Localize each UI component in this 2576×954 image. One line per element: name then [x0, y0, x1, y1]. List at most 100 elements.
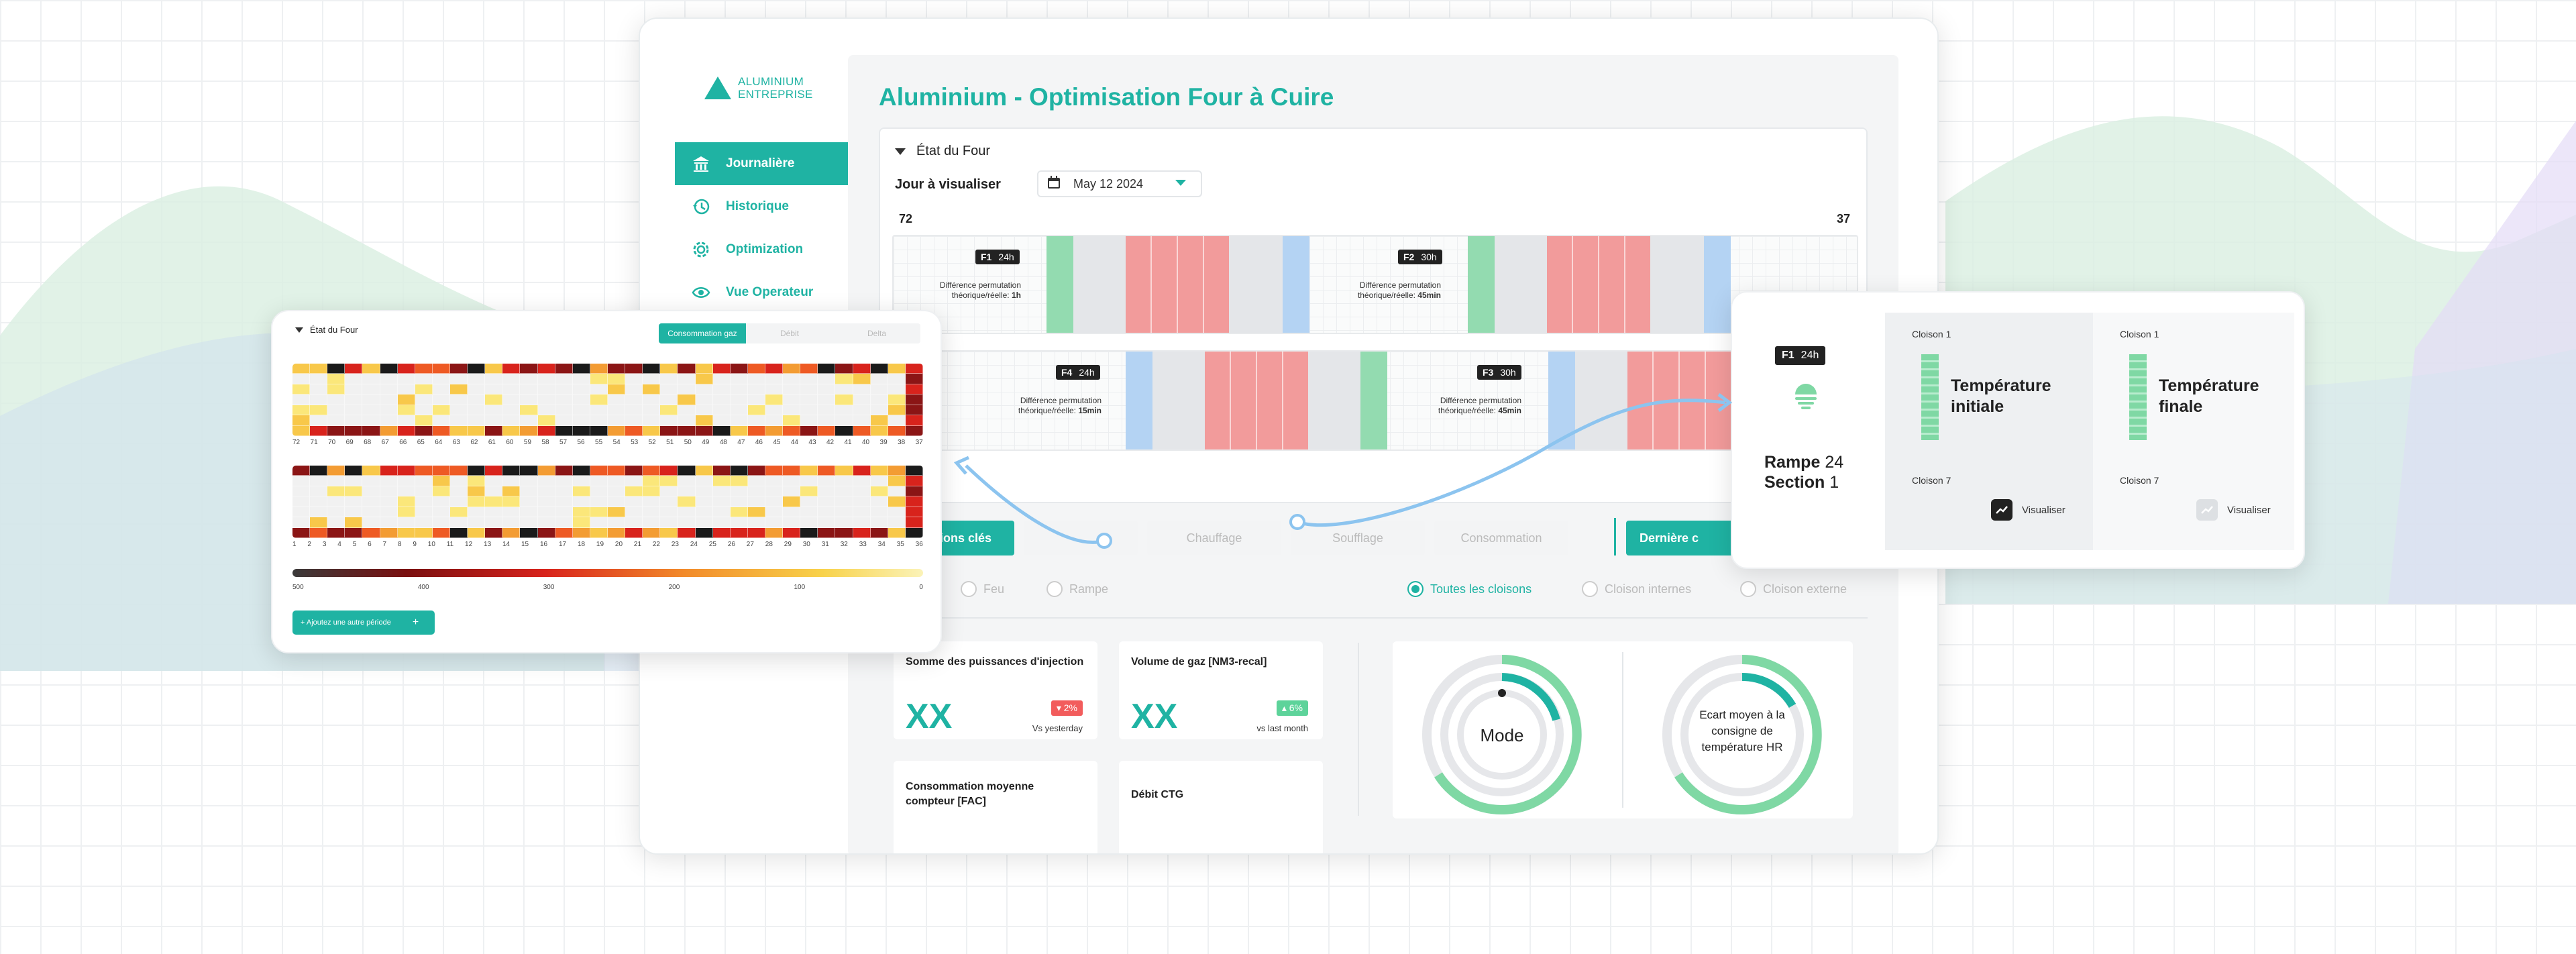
gantt-block[interactable] [1468, 236, 1495, 333]
sidebar-item-journaliere[interactable]: Journalière [675, 142, 848, 185]
gantt-row-2: F4 24h Différence permutation théorique/ré… [892, 350, 1858, 451]
gantt-block[interactable] [1046, 236, 1073, 333]
heatmap-cell [625, 384, 643, 395]
gantt-block[interactable] [1126, 236, 1229, 333]
heatmap-cell [835, 496, 853, 507]
heatmap-cell [678, 374, 696, 384]
seg-debit[interactable]: Débit [746, 323, 833, 343]
axis-tick: 35 [896, 541, 904, 548]
gantt-block[interactable] [1126, 352, 1152, 449]
radio-icon [1582, 581, 1598, 597]
heatmap-cell [415, 476, 433, 486]
axis-tick: 36 [915, 541, 923, 548]
tab-consommation[interactable]: Consommation [1434, 521, 1568, 555]
heatmap-cell [449, 415, 468, 426]
heatmap-cell [695, 507, 713, 518]
heatmap-cell [415, 394, 433, 405]
heatmap-cell [905, 405, 923, 416]
seg-delta[interactable]: Delta [833, 323, 920, 343]
heatmap-cell [783, 466, 801, 476]
sidebar-item-vue-operateur[interactable]: Vue Operateur [675, 271, 848, 314]
axis-tick: 64 [435, 439, 443, 446]
four-section-header[interactable]: État du Four [895, 144, 990, 159]
heatmap-cell [678, 496, 696, 507]
heatmap-cell [712, 364, 731, 374]
heatmap-cell [362, 496, 380, 507]
axis-tick: 43 [808, 439, 816, 446]
sidebar-item-historique[interactable]: Historique [675, 185, 848, 228]
heatmap-cell [660, 476, 678, 486]
tab-feu[interactable] [1024, 521, 1138, 555]
gantt-block[interactable] [1548, 352, 1575, 449]
heatmap-cell [783, 527, 801, 538]
section-title: État du Four [916, 144, 991, 158]
heatmap-cell [362, 374, 380, 384]
gauges-card: Mode Ecart moyen à la consigne de tempér… [1393, 641, 1853, 818]
heatmap-cell [888, 476, 906, 486]
heatmap-cell [362, 425, 380, 436]
heatmap-cell [362, 507, 380, 518]
visualiser-button[interactable]: Visualiser [2196, 499, 2271, 521]
heatmap-cell [555, 507, 573, 518]
heatmap-cell [888, 425, 906, 436]
gantt-block[interactable] [1704, 236, 1731, 333]
axis-tick: 200 [668, 584, 680, 591]
tab-chauffage[interactable]: Chauffage [1147, 521, 1281, 555]
add-period-button[interactable]: + Ajoutez une autre période + [292, 611, 435, 635]
heatmap-cell [555, 425, 573, 436]
gear-icon [691, 240, 711, 260]
heatmap-cell [555, 466, 573, 476]
gantt-block[interactable] [1547, 236, 1650, 333]
visualiser-button[interactable]: Visualiser [1991, 499, 2065, 521]
metric-segmented: Consommation gaz Débit Delta [659, 323, 920, 343]
heatmap-cell [730, 507, 748, 518]
sidebar-item-optimization[interactable]: Optimization [675, 228, 848, 271]
filter-cloison-internes[interactable]: Cloison internes [1582, 581, 1691, 597]
filter-cloison-externe[interactable]: Cloison externe [1740, 581, 1847, 597]
heatmap-cell [590, 496, 608, 507]
heatmap-cell [643, 507, 661, 518]
heatmap-cell [870, 415, 888, 426]
filter-rampe[interactable]: Rampe [1046, 581, 1108, 597]
heatmap-cell [310, 374, 328, 384]
heatmap-cell [835, 384, 853, 395]
heatmap-cell [853, 476, 871, 486]
date-picker[interactable]: May 12 2024 [1037, 170, 1202, 197]
filter-feu[interactable]: Feu [961, 581, 1004, 597]
gantt-block[interactable] [1360, 352, 1387, 449]
gantt-block[interactable] [1283, 236, 1309, 333]
heatmap-cell [888, 384, 906, 395]
heatmap-cell [468, 507, 486, 518]
gantt-block[interactable] [1627, 352, 1731, 449]
gantt-block[interactable] [1205, 352, 1308, 449]
heatmap-cell [537, 486, 555, 497]
heatmap-cell [485, 527, 503, 538]
heatmap-cell [870, 405, 888, 416]
day-label: Jour à visualiser [895, 177, 1001, 192]
heatmap-cell [397, 374, 415, 384]
heatmap-cell [695, 384, 713, 395]
cloison-bar [1921, 354, 1939, 440]
heatmap-cell [853, 466, 871, 476]
heatmap-cell [555, 364, 573, 374]
heatmap-cell [747, 486, 765, 497]
heatmap-cell [502, 527, 521, 538]
heatmap-cell [625, 415, 643, 426]
heatmap-cell [643, 384, 661, 395]
seg-consommation[interactable]: Consommation gaz [659, 323, 746, 343]
heatmap-cell [835, 415, 853, 426]
heatmap-cell [730, 517, 748, 528]
heatmap-cell [607, 374, 626, 384]
heatmap-bottom[interactable] [292, 466, 923, 538]
window-header[interactable]: État du Four [295, 325, 358, 335]
derniere-button[interactable]: Dernière c [1626, 521, 1747, 555]
heatmap-cell [572, 507, 590, 518]
filter-toutes-cloisons[interactable]: Toutes les cloisons [1407, 581, 1532, 597]
heatmap-cell [468, 476, 486, 486]
heatmap-cell [607, 415, 626, 426]
heatmap-cell [485, 384, 503, 395]
sidebar-item-label: Vue Operateur [726, 285, 814, 299]
tab-soufflage[interactable]: Soufflage [1291, 521, 1425, 555]
heatmap-top[interactable] [292, 364, 923, 436]
heatmap-cell [537, 425, 555, 436]
